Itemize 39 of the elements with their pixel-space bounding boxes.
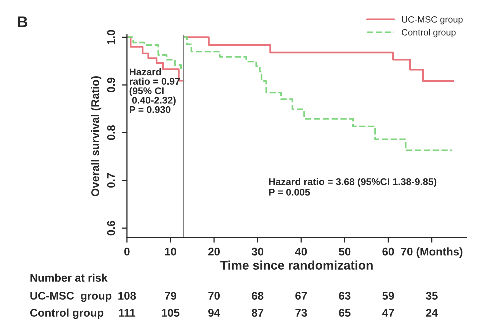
text: 68 <box>252 292 264 300</box>
chart-title: B <box>18 16 28 28</box>
text: 70 <box>208 292 220 300</box>
x-tick-label: 10 <box>165 248 176 256</box>
text: 63 <box>339 292 351 300</box>
x-tick-label: 60 <box>382 248 394 256</box>
y-tick-label: 0.8 <box>107 126 116 140</box>
text: Number at risk <box>30 274 108 282</box>
text: 111 <box>119 309 136 317</box>
x-tick-label: 70 (Months) <box>401 248 463 258</box>
x-tick-label: 20 <box>208 248 220 256</box>
text: 87 <box>252 309 264 317</box>
x-tick-label: 50 <box>339 248 351 256</box>
x-tick-label: 40 <box>295 248 308 256</box>
text: 79 <box>165 292 177 300</box>
text: 94 <box>208 309 220 317</box>
text: UC-MSC group <box>30 292 112 302</box>
x-tick-label: 0 <box>124 248 130 256</box>
x-axis-title: Time since randomization <box>220 260 373 270</box>
text: Control group <box>30 308 104 320</box>
y-tick-label: 1.0 <box>107 30 116 45</box>
text: 73 <box>296 309 308 317</box>
y-tick-label: 0.9 <box>107 78 116 92</box>
annotation: Hazard ratio = 3.68 (95%CI 1.38-9.85) P = 0.005 <box>269 178 437 196</box>
annotation: Hazard ratio = 0.97 (95% CI 0.40-2.32) P = 0.930 <box>130 68 180 114</box>
y-tick-label: 0.6 <box>107 221 116 236</box>
legend-label: Control group <box>402 29 456 38</box>
text: 108 <box>118 292 136 300</box>
y-tick-label: 0.7 <box>107 173 116 188</box>
text: 67 <box>296 292 308 300</box>
legend-label: UC-MSC group <box>402 16 463 25</box>
y-axis-title: Overall survival (Ratio) <box>91 76 102 197</box>
text: 47 <box>382 309 394 317</box>
text: 59 <box>382 292 394 300</box>
text: 65 <box>339 309 351 317</box>
x-tick-label: 30 <box>252 248 264 256</box>
text: 35 <box>426 292 438 300</box>
text: 105 <box>162 309 180 317</box>
text: 24 <box>426 309 438 317</box>
